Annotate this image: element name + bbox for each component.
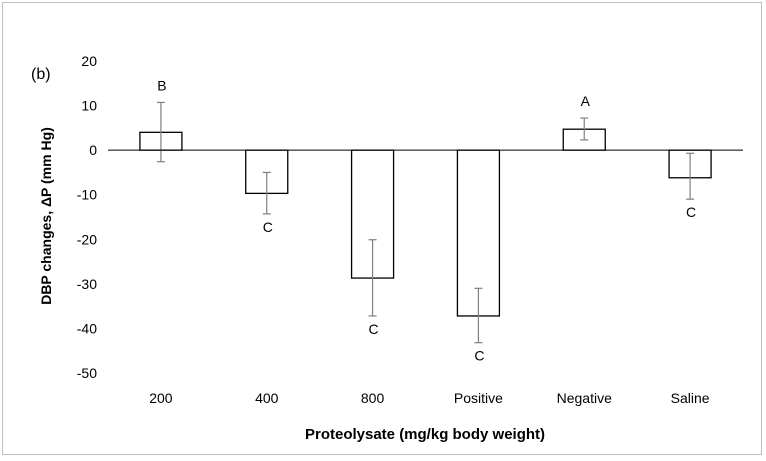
x-axis-title: Proteolysate (mg/kg body weight) (305, 426, 545, 443)
bar-series (139, 128, 712, 317)
x-tick-label: 200 (149, 390, 173, 406)
y-tick-label: -10 (77, 187, 97, 203)
significance-letter: C (686, 204, 696, 220)
significance-letter: A (581, 93, 591, 109)
y-axis-ticks: 20 10 0 -10 -20 -30 -40 -50 (77, 53, 97, 381)
y-tick-label: -40 (77, 320, 97, 336)
significance-letter: C (369, 321, 379, 337)
significance-letter: C (263, 219, 273, 235)
significance-letter: C (474, 348, 484, 364)
chart-area: 20 10 0 -10 -20 -30 -40 -50 B C C C A C 200 400 800 Pos… (2, 2, 762, 455)
y-axis-title: DBP changes, ΔP (mm Hg) (38, 127, 54, 305)
significance-letters: B C C C A C (157, 77, 696, 363)
y-tick-label: 20 (81, 53, 97, 69)
x-tick-label: Positive (454, 390, 503, 406)
x-tick-label: Saline (671, 390, 710, 406)
x-tick-label: Negative (557, 390, 612, 406)
x-axis-ticks: 200 400 800 Positive Negative Saline (149, 390, 710, 406)
y-tick-label: 10 (81, 98, 97, 114)
significance-letter: B (157, 77, 166, 93)
bar-chart: 20 10 0 -10 -20 -30 -40 -50 B C C C A C 200 400 800 Pos… (31, 53, 743, 443)
x-tick-label: 400 (255, 390, 279, 406)
y-tick-label: -20 (77, 231, 97, 247)
x-tick-label: 800 (361, 390, 385, 406)
y-tick-label: -50 (77, 365, 97, 381)
error-bars (156, 101, 695, 344)
y-tick-label: -30 (77, 276, 97, 292)
y-tick-label: 0 (89, 142, 97, 158)
panel-label: (b) (31, 66, 51, 83)
